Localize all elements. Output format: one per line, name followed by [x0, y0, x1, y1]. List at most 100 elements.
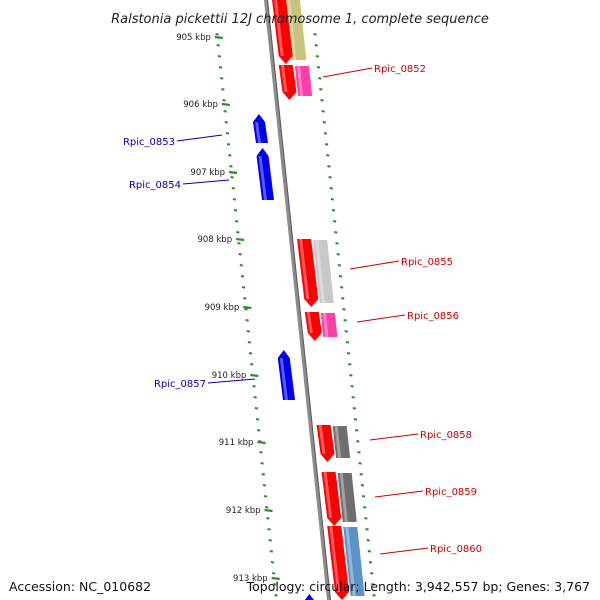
- right-tick-dot: [328, 176, 332, 179]
- right-tick-dot: [354, 429, 359, 432]
- left-tick-dot: [273, 583, 277, 586]
- right-tick-dot: [372, 594, 376, 597]
- backbone-line: [263, 0, 332, 600]
- left-tick-dot: [267, 528, 271, 531]
- left-tick-dot: [225, 132, 230, 135]
- left-tick-dot: [219, 77, 224, 80]
- right-tick-dot: [364, 517, 368, 520]
- chart-title: Ralstonia pickettii 12J chromosome 1, co…: [111, 12, 489, 27]
- right-tick-dot: [334, 231, 338, 234]
- kbp-tick-label: 913 kbp: [233, 574, 268, 584]
- right-tick-dot: [345, 341, 350, 344]
- right-tick-dot: [333, 220, 337, 223]
- left-tick-dot: [235, 220, 239, 223]
- right-tick-dot: [324, 143, 329, 146]
- kbp-tick-label: 906 kbp: [183, 100, 218, 110]
- leader-line-Rpic_0858: [369, 433, 419, 441]
- gene-layer: [252, 0, 365, 600]
- cds-arrow-Rpic_0853: [252, 114, 269, 143]
- right-tick-dot: [352, 407, 357, 410]
- right-tick-dot: [315, 55, 320, 58]
- right-tick-dot: [341, 297, 345, 300]
- gene-label-Rpic_0857: Rpic_0857: [154, 379, 206, 390]
- cds-arrow-Rpic_0858: [316, 425, 335, 462]
- left-tick-dot: [271, 572, 276, 575]
- gene-label-Rpic_0855: Rpic_0855: [401, 257, 453, 268]
- kbp-tick-layer: 905 kbp 906 kbp 907 kbp 908 kbp 909 kbp 910 k…: [176, 33, 280, 584]
- left-tick-dot: [230, 176, 234, 179]
- left-tick-dot: [215, 33, 219, 36]
- leader-line-Rpic_0853: [176, 134, 223, 142]
- cds-arrow-Rpic_0854: [256, 148, 274, 200]
- right-tick-dot: [344, 330, 348, 333]
- cog-block-Rpic_0859: [337, 473, 357, 522]
- right-tick-dot: [337, 264, 342, 267]
- cds-arrow-Rpic_0859: [321, 472, 342, 526]
- right-tick-dot: [360, 484, 365, 487]
- left-tick-dot: [268, 539, 272, 542]
- gene-label-Rpic_0852: Rpic_0852: [374, 64, 426, 75]
- left-tick-dot: [218, 66, 223, 69]
- right-tick-dot: [351, 396, 355, 399]
- left-tick-dot: [226, 143, 231, 146]
- left-tick-dot: [250, 363, 254, 366]
- right-tick-dot: [317, 77, 322, 80]
- left-tick-dot: [253, 396, 257, 399]
- right-tick-dot: [371, 583, 375, 586]
- kbp-tick-mark: [235, 237, 245, 242]
- left-tick-dot: [216, 44, 220, 47]
- right-tick-dot: [361, 495, 366, 498]
- kbp-tick-label: 911 kbp: [219, 438, 254, 448]
- right-tick-dot: [343, 319, 347, 322]
- right-tick-dot: [353, 418, 358, 421]
- cds-arrow-Rpic_0852: [278, 65, 297, 100]
- left-tick-dot: [248, 352, 253, 355]
- leader-line-Rpic_0859: [374, 490, 424, 498]
- cds-arrow-Rpic_0856: [304, 312, 322, 341]
- left-tick-dot: [255, 418, 260, 421]
- kbp-tick-label: 912 kbp: [226, 506, 261, 516]
- cog-block-Rpic_0860: [343, 527, 365, 596]
- left-tick-dot: [238, 253, 242, 256]
- left-tick-dot: [217, 55, 222, 58]
- cds-arrow-Rpic_0855: [297, 239, 319, 307]
- cds-arrow-partial-bottom: [304, 594, 316, 600]
- leader-line-Rpic_0854: [182, 179, 230, 185]
- left-tick-dot: [259, 451, 263, 454]
- kbp-tick-mark: [214, 35, 224, 40]
- left-tick-dot: [246, 330, 250, 333]
- kbp-tick-mark: [264, 508, 273, 513]
- right-tick-dot: [366, 539, 370, 542]
- gene-label-Rpic_0854: Rpic_0854: [129, 180, 181, 191]
- right-tick-dot: [368, 561, 373, 564]
- left-tick-dot: [247, 341, 252, 344]
- right-tick-dot: [349, 374, 353, 377]
- left-tick-dot: [274, 594, 278, 597]
- kbp-tick-mark: [243, 305, 252, 310]
- right-tick-dot: [369, 572, 374, 575]
- right-tick-dot: [339, 286, 344, 289]
- left-tick-dot: [260, 462, 264, 465]
- right-tick-dot: [335, 242, 339, 245]
- leader-line-Rpic_0860: [379, 547, 429, 555]
- right-tick-dot: [319, 88, 323, 91]
- right-tick-dot: [321, 110, 325, 113]
- left-tick-dot: [266, 517, 270, 520]
- accession-text: Accession: NC_010682: [9, 579, 152, 594]
- left-tick-dot: [223, 110, 227, 113]
- left-tick-dot: [237, 242, 241, 245]
- kbp-tick-mark: [228, 170, 238, 175]
- right-tick-dot: [326, 154, 330, 157]
- right-tick-dot: [323, 132, 328, 135]
- cog-block-Rpic_0852: [294, 66, 313, 96]
- right-tick-dot: [363, 506, 367, 509]
- right-tick-dot: [322, 121, 327, 124]
- leader-line-Rpic_0852: [322, 67, 373, 78]
- cog-block-Rpic_0858: [332, 426, 351, 458]
- left-tick-dot: [231, 187, 235, 190]
- left-tick-dot: [228, 154, 232, 157]
- cds-arrow-partial: [272, 0, 293, 64]
- left-tick-dot: [270, 561, 275, 564]
- left-tick-dot: [245, 319, 249, 322]
- kbp-tick-mark: [271, 576, 280, 581]
